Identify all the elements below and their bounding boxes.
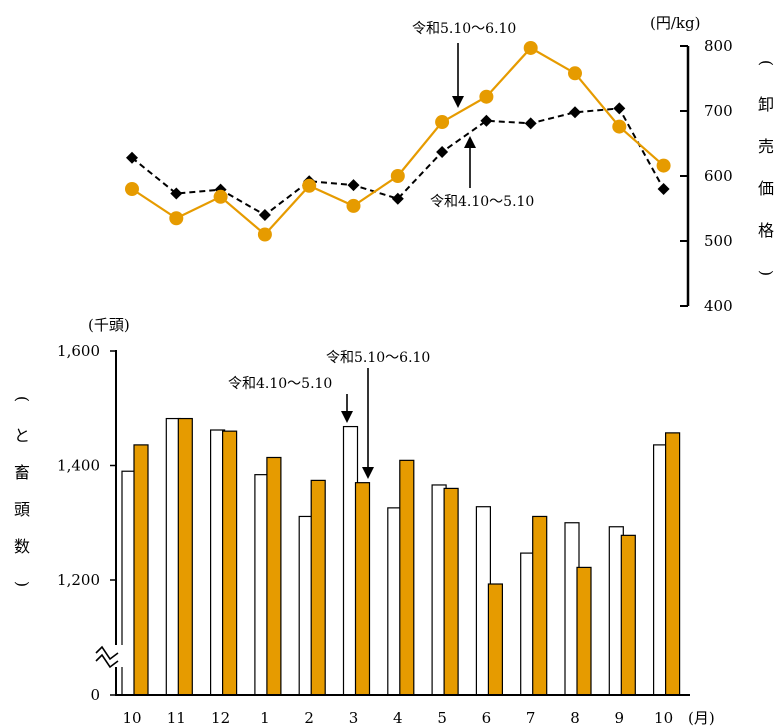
axis-break-icon [90,645,130,669]
head-annotation-previous: 令和4.10〜5.10 [228,376,332,392]
head-x-tick-label: 7 [526,709,536,727]
price-point-previous [391,192,404,205]
head-bar-group [121,417,681,696]
price-point-current [568,66,582,81]
head-x-tick-label: 1 [260,709,270,727]
head-y-label-char: と [14,426,30,445]
price-point-previous [569,106,581,119]
head-bar-current [354,482,371,696]
head-annotation-current-arrowhead [362,467,374,479]
price-y-tick-label: 800 [704,37,733,55]
price-point-previous [436,145,449,158]
head-bar-current [443,487,459,696]
head-y-label-char: 畜 [14,463,30,482]
price-point-current [346,198,361,213]
price-point-current [125,182,139,196]
price-point-previous [657,183,670,195]
head-x-tick-label: 10 [654,709,673,727]
price-point-current [435,115,450,130]
price-point-current [612,119,627,134]
price-annotation-current: 令和5.10〜6.10 [412,21,516,37]
price-point-current [213,189,228,204]
head-y-tick-label: 0 [90,686,100,704]
head-x-tick-label: 6 [482,709,492,727]
head-bar-current [664,432,681,696]
price-point-current [523,40,538,55]
head-bar-current [310,479,326,696]
head-bar-current [266,456,282,696]
price-y-label-char: 卸 [758,95,774,114]
price-y-label-char: ) [757,270,775,276]
price-y-tick-label: 500 [704,232,733,250]
price-point-previous [347,179,360,192]
head-x-tick-label: 2 [304,709,314,727]
head-y-label-char: 頭 [14,500,30,519]
head-bar-current [133,444,149,696]
price-series-group [125,40,671,242]
head-y-label-char: ) [13,581,32,587]
head-y-label-char: ( [13,396,32,402]
head-x-tick-label: 3 [349,709,359,727]
price-annotation-previous-arrowhead [464,136,476,148]
head-x-tick-labels: 10 11 12 1 2 3 4 5 6 7 8 9 10 [122,709,673,727]
head-bar-current [532,515,548,696]
head-x-tick-label: 9 [615,709,625,727]
price-y-tick-label: 700 [704,102,733,120]
price-point-previous [170,187,183,200]
price-y-tick-label: 600 [704,167,733,185]
head-bar-current [620,534,636,696]
price-point-current [479,89,494,104]
price-point-previous [480,114,493,127]
price-y-label-char: 価 [758,179,774,198]
price-y-unit: (円/kg) [650,14,700,32]
head-bar-current [177,417,193,696]
head-x-tick-label: 8 [570,709,580,727]
price-y-tick-label: 400 [704,297,733,315]
price-y-label-char: ( [757,60,775,66]
head-y-ticks: 1,600 1,400 1,200 0 [57,342,116,704]
head-bar-current [399,459,415,696]
price-point-current [257,227,272,242]
head-y-label-char: 数 [14,537,30,556]
head-y-tick-label: 1,200 [57,571,100,589]
price-point-previous [258,209,271,221]
price-point-current [390,169,405,183]
price-point-previous [613,102,626,115]
price-line-current [131,46,665,237]
price-point-current [656,158,671,173]
head-bar-current [487,583,503,696]
head-y-tick-label: 1,400 [57,457,100,475]
price-y-label-char: 売 [758,137,774,156]
head-x-unit: (月) [688,709,715,727]
price-annotation-previous: 令和4.10〜5.10 [430,194,534,210]
head-bar-current [222,430,238,696]
price-point-previous [524,117,537,130]
head-annotation-current: 令和5.10〜6.10 [326,350,430,366]
price-point-current [302,178,317,193]
price-point-previous [126,151,138,164]
head-y-unit: (千頭) [88,316,130,334]
price-annotation-current-arrowhead [452,96,464,108]
head-y-tick-label: 1,600 [57,342,100,360]
price-point-current [169,211,184,226]
price-y-ticks: 800 700 600 500 400 [680,37,733,315]
head-x-tick-label: 10 [122,709,141,727]
price-y-label-char: 格 [758,221,774,240]
head-x-tick-label: 12 [211,709,230,727]
head-annotation-previous-arrowhead [341,411,353,423]
head-x-tick-label: 4 [393,709,403,727]
head-bar-current [576,566,592,696]
head-x-tick-label: 5 [437,709,447,727]
head-x-tick-label: 11 [167,709,186,727]
